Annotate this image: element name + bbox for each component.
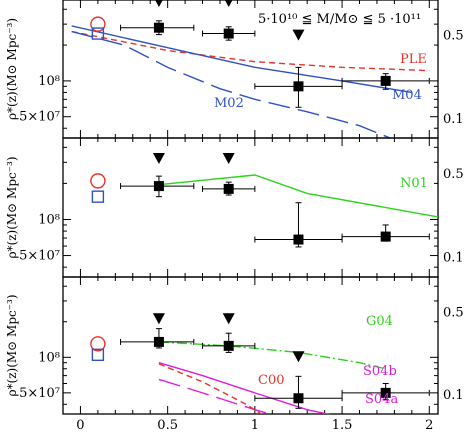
upper-limit-triangle	[222, 313, 235, 325]
y-tick-label: 5×10⁷	[19, 110, 60, 125]
y-right-tick-label: 0.1	[443, 388, 464, 403]
model-label-m02: M02	[214, 96, 244, 111]
upper-limit-triangle	[152, 152, 165, 164]
x-tick-label: 1	[251, 418, 259, 433]
local-reference-circle	[90, 173, 106, 189]
upper-limit-triangle	[224, 0, 233, 8]
panel-bottom: 10⁸ 5×10⁷ 0.5 0.1 ρ*(z)(M⊙ Mpc⁻³)	[5, 276, 464, 415]
y-tick-label: 10⁸	[38, 350, 60, 365]
data-point-square	[153, 336, 164, 347]
data-point-square	[153, 22, 164, 33]
y-right-tick-label: 0.5	[443, 167, 464, 182]
panel-content	[90, 313, 430, 414]
y-axis-label: ρ*(z)(M⊙ Mpc⁻³)	[5, 294, 19, 396]
local-reference-square	[91, 190, 105, 203]
panel-frame	[62, 276, 439, 415]
y-right-tick-label: 0.5	[443, 29, 464, 44]
model-line-c00	[158, 363, 263, 414]
model-line-n01	[158, 174, 438, 218]
model-line-m04	[71, 25, 412, 94]
model-label-ple: PLE	[400, 52, 427, 67]
data-point-square	[293, 234, 304, 245]
y-tick-label: 10⁸	[38, 212, 60, 227]
x-tick-label: 1.5	[332, 418, 353, 433]
model-label-c00: C00	[258, 373, 285, 388]
x-tick-label: 0.5	[157, 418, 178, 433]
data-point-square	[223, 183, 234, 194]
panel-content	[71, 0, 430, 138]
model-label-s04a: S04a	[365, 392, 398, 407]
y-right-tick-label: 0.1	[443, 251, 464, 266]
y-axis-label: ρ*(z)(M⊙ Mpc⁻³)	[5, 156, 19, 258]
x-tick-label: 0	[76, 418, 84, 433]
data-point-square	[380, 75, 391, 86]
y-right-tick-label: 0.1	[443, 112, 464, 127]
data-point-square	[223, 340, 234, 351]
data-point-square	[153, 181, 164, 192]
local-reference-circle	[90, 16, 106, 32]
data-point-square	[380, 387, 391, 398]
data-point-square	[380, 231, 391, 242]
mass-range-annotation: 5·10¹⁰ ≦ M/M⊙ ≦ 5 ·10¹¹	[258, 12, 421, 27]
upper-limit-triangle	[292, 29, 305, 41]
panel-top: 10⁸ 5×10⁷ 0.5 0.1 ρ*(z)(M⊙ Mpc⁻³)	[5, 0, 464, 139]
model-label-n01: N01	[400, 176, 428, 191]
y-axis-label: ρ*(z)(M⊙ Mpc⁻³)	[5, 18, 19, 120]
model-label-m04: M04	[392, 88, 422, 103]
upper-limit-triangle	[222, 152, 235, 164]
model-line-s04b	[158, 362, 331, 414]
y-tick-label: 5×10⁷	[19, 386, 60, 401]
data-point-square	[293, 81, 304, 92]
y-tick-label: 5×10⁷	[19, 249, 60, 264]
y-right-tick-label: 0.5	[443, 305, 464, 320]
local-reference-square	[91, 348, 105, 362]
model-line-ple	[71, 30, 430, 72]
model-label-g04: G04	[366, 314, 393, 329]
model-label-s04b: S04b	[363, 364, 397, 379]
panel-content	[90, 152, 438, 248]
upper-limit-triangle	[155, 0, 163, 8]
x-tick-label: 2	[425, 418, 433, 433]
model-line-g04	[158, 341, 386, 370]
upper-limit-triangle	[292, 351, 305, 363]
upper-limit-triangle	[152, 313, 165, 325]
data-point-square	[223, 28, 234, 39]
y-tick-label: 10⁸	[38, 74, 60, 89]
local-reference-square	[91, 27, 105, 40]
model-line-s04a	[158, 378, 273, 414]
model-line-m02	[71, 30, 392, 138]
local-reference-circle	[90, 336, 106, 352]
data-point-square	[293, 393, 304, 404]
panel-middle: 10⁸ 5×10⁷ 0.5 0.1 ρ*(z)(M⊙ Mpc⁻³)	[5, 137, 464, 278]
